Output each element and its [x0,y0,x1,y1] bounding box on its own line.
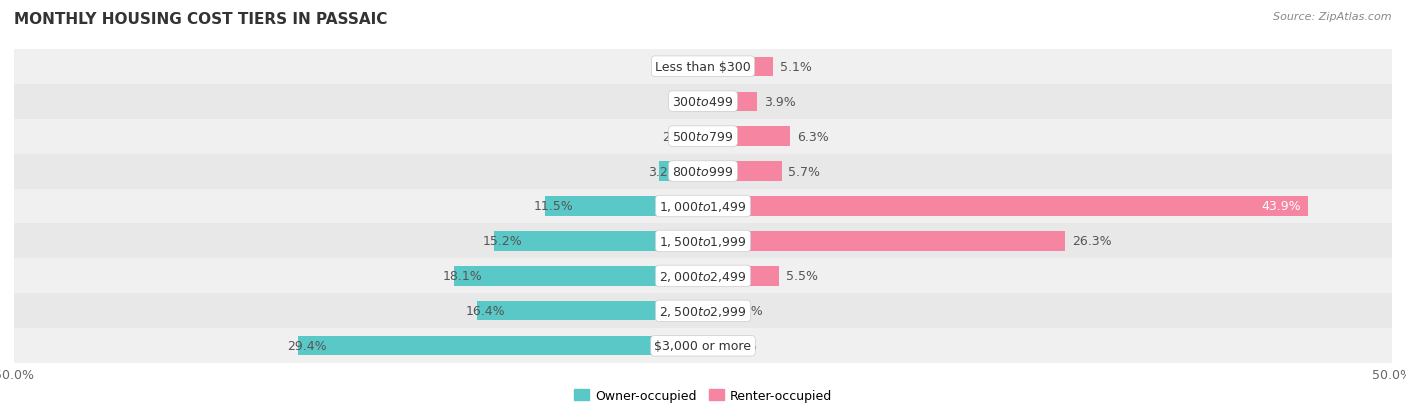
Text: 15.2%: 15.2% [482,235,522,248]
Bar [703,329,1392,363]
Text: $3,000 or more: $3,000 or more [655,339,751,352]
Bar [703,197,1308,216]
Bar [703,84,1392,119]
Text: 5.5%: 5.5% [786,270,818,283]
Bar [703,224,1392,259]
Text: 1.6%: 1.6% [733,305,763,318]
Bar [14,259,703,294]
Text: 18.1%: 18.1% [443,270,482,283]
Bar [703,127,790,146]
Text: Less than $300: Less than $300 [655,61,751,74]
Bar [14,154,703,189]
Text: 6.3%: 6.3% [797,130,828,143]
Bar [703,50,1392,84]
Bar [703,92,756,112]
Bar [703,57,773,76]
Text: 0.51%: 0.51% [717,339,756,352]
Text: $2,000 to $2,499: $2,000 to $2,499 [659,269,747,283]
Text: 2.7%: 2.7% [655,61,686,74]
Bar [703,154,1392,189]
Bar [14,224,703,259]
Bar [544,197,703,216]
Text: 5.7%: 5.7% [789,165,821,178]
Text: 43.9%: 43.9% [1261,200,1301,213]
Bar [703,232,1066,251]
Legend: Owner-occupied, Renter-occupied: Owner-occupied, Renter-occupied [568,384,838,407]
Text: Source: ZipAtlas.com: Source: ZipAtlas.com [1274,12,1392,22]
Bar [703,189,1392,224]
Bar [14,189,703,224]
Bar [703,337,710,356]
Text: $2,500 to $2,999: $2,500 to $2,999 [659,304,747,318]
Text: 3.2%: 3.2% [648,165,679,178]
Text: 1.2%: 1.2% [675,95,707,108]
Bar [454,267,703,286]
Bar [494,232,703,251]
Text: 3.9%: 3.9% [763,95,796,108]
Bar [703,119,1392,154]
Text: 11.5%: 11.5% [533,200,574,213]
Text: 26.3%: 26.3% [1073,235,1112,248]
Bar [298,337,703,356]
Text: $500 to $799: $500 to $799 [672,130,734,143]
Bar [703,259,1392,294]
Bar [14,50,703,84]
Bar [14,84,703,119]
Bar [14,329,703,363]
Text: 2.2%: 2.2% [662,130,693,143]
Text: $300 to $499: $300 to $499 [672,95,734,108]
Bar [14,119,703,154]
Bar [477,301,703,321]
Bar [703,294,1392,329]
Bar [666,57,703,76]
Bar [672,127,703,146]
Bar [703,301,725,321]
Text: $1,500 to $1,999: $1,500 to $1,999 [659,235,747,248]
Bar [659,162,703,181]
Bar [703,162,782,181]
Text: MONTHLY HOUSING COST TIERS IN PASSAIC: MONTHLY HOUSING COST TIERS IN PASSAIC [14,12,388,27]
Bar [703,267,779,286]
Bar [14,294,703,329]
Text: $800 to $999: $800 to $999 [672,165,734,178]
Text: $1,000 to $1,499: $1,000 to $1,499 [659,199,747,214]
Text: 16.4%: 16.4% [465,305,506,318]
Text: 5.1%: 5.1% [780,61,813,74]
Text: 29.4%: 29.4% [287,339,326,352]
Bar [686,92,703,112]
